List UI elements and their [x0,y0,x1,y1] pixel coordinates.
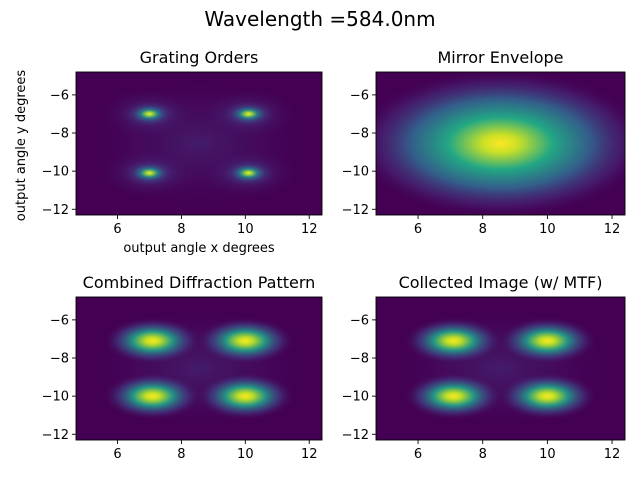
subplot-title: Mirror Envelope [437,48,563,67]
y-tick-label: −8 [50,352,69,367]
y-tick-label: −6 [50,88,69,103]
diffraction-spot [403,372,504,420]
y-tick-label: −10 [42,390,69,405]
subplot-2: 6 8 10 12 −6 −8 −10 −12 Mirror Envelope [342,48,626,237]
x-tick-label: 10 [539,447,556,462]
x-tick-label: 8 [479,447,487,462]
diffraction-spot [103,372,203,420]
heatmap-area [76,297,322,440]
order-spot [218,157,279,189]
x-tick-label: 12 [604,222,621,237]
y-tick-label: −8 [350,127,369,142]
x-tick-label: 6 [414,447,422,462]
y-tick-label: −6 [350,88,369,103]
x-axis-label: output angle x degrees [123,241,275,256]
diffraction-spot [195,372,295,420]
subplot-3: 6 8 10 12 −6 −8 −10 −12 Combined Diffraction Pat… [42,273,323,462]
subplot-1: 6 8 10 12 −6 −8 −10 −12 Grating Orders output ang… [14,48,323,256]
diffraction-spot [497,372,598,420]
y-tick-label: −6 [50,313,69,328]
x-tick-label: 12 [301,222,318,237]
y-tick-label: −12 [342,428,369,443]
x-tick-label: 10 [539,222,556,237]
x-tick-label: 10 [237,447,254,462]
figure-suptitle: Wavelength =584.0nm [204,7,435,31]
x-tick-label: 8 [177,447,185,462]
y-tick-label: −10 [342,165,369,180]
diffraction-spot [497,317,598,365]
x-tick-label: 6 [414,222,422,237]
diffraction-spot [403,317,504,365]
x-tick-label: 6 [113,447,121,462]
axes-frame [375,296,626,441]
y-tick-label: −12 [42,428,69,443]
diffraction-spot [103,317,203,365]
x-tick-label: 8 [177,222,185,237]
order-spot [119,157,180,189]
y-tick-label: −10 [342,390,369,405]
axes-frame [375,71,626,216]
envelope-blob [376,72,625,215]
y-tick-label: −10 [42,165,69,180]
subplot-title: Combined Diffraction Pattern [83,273,316,292]
y-tick-label: −8 [50,127,69,142]
y-tick-label: −8 [350,352,369,367]
y-tick-label: −6 [350,313,369,328]
y-axis-label: output angle y degrees [14,70,29,222]
diffraction-spot [195,317,295,365]
y-tick-label: −12 [42,203,69,218]
x-tick-label: 12 [604,447,621,462]
y-tick-label: −12 [342,203,369,218]
subplot-4: 6 8 10 12 −6 −8 −10 −12 Collected Image (w/ MTF) [342,273,626,462]
x-tick-label: 6 [113,222,121,237]
axes-frame [75,71,323,216]
x-tick-label: 8 [479,222,487,237]
heatmap-area [376,72,625,215]
subplot-title: Grating Orders [140,48,259,67]
order-spot [119,98,180,130]
axes-frame [75,296,323,441]
heatmap-area [76,72,322,215]
subplot-title: Collected Image (w/ MTF) [399,273,603,292]
heatmap-area [376,297,625,440]
x-tick-label: 12 [301,447,318,462]
order-spot [218,98,279,130]
x-tick-label: 10 [237,222,254,237]
